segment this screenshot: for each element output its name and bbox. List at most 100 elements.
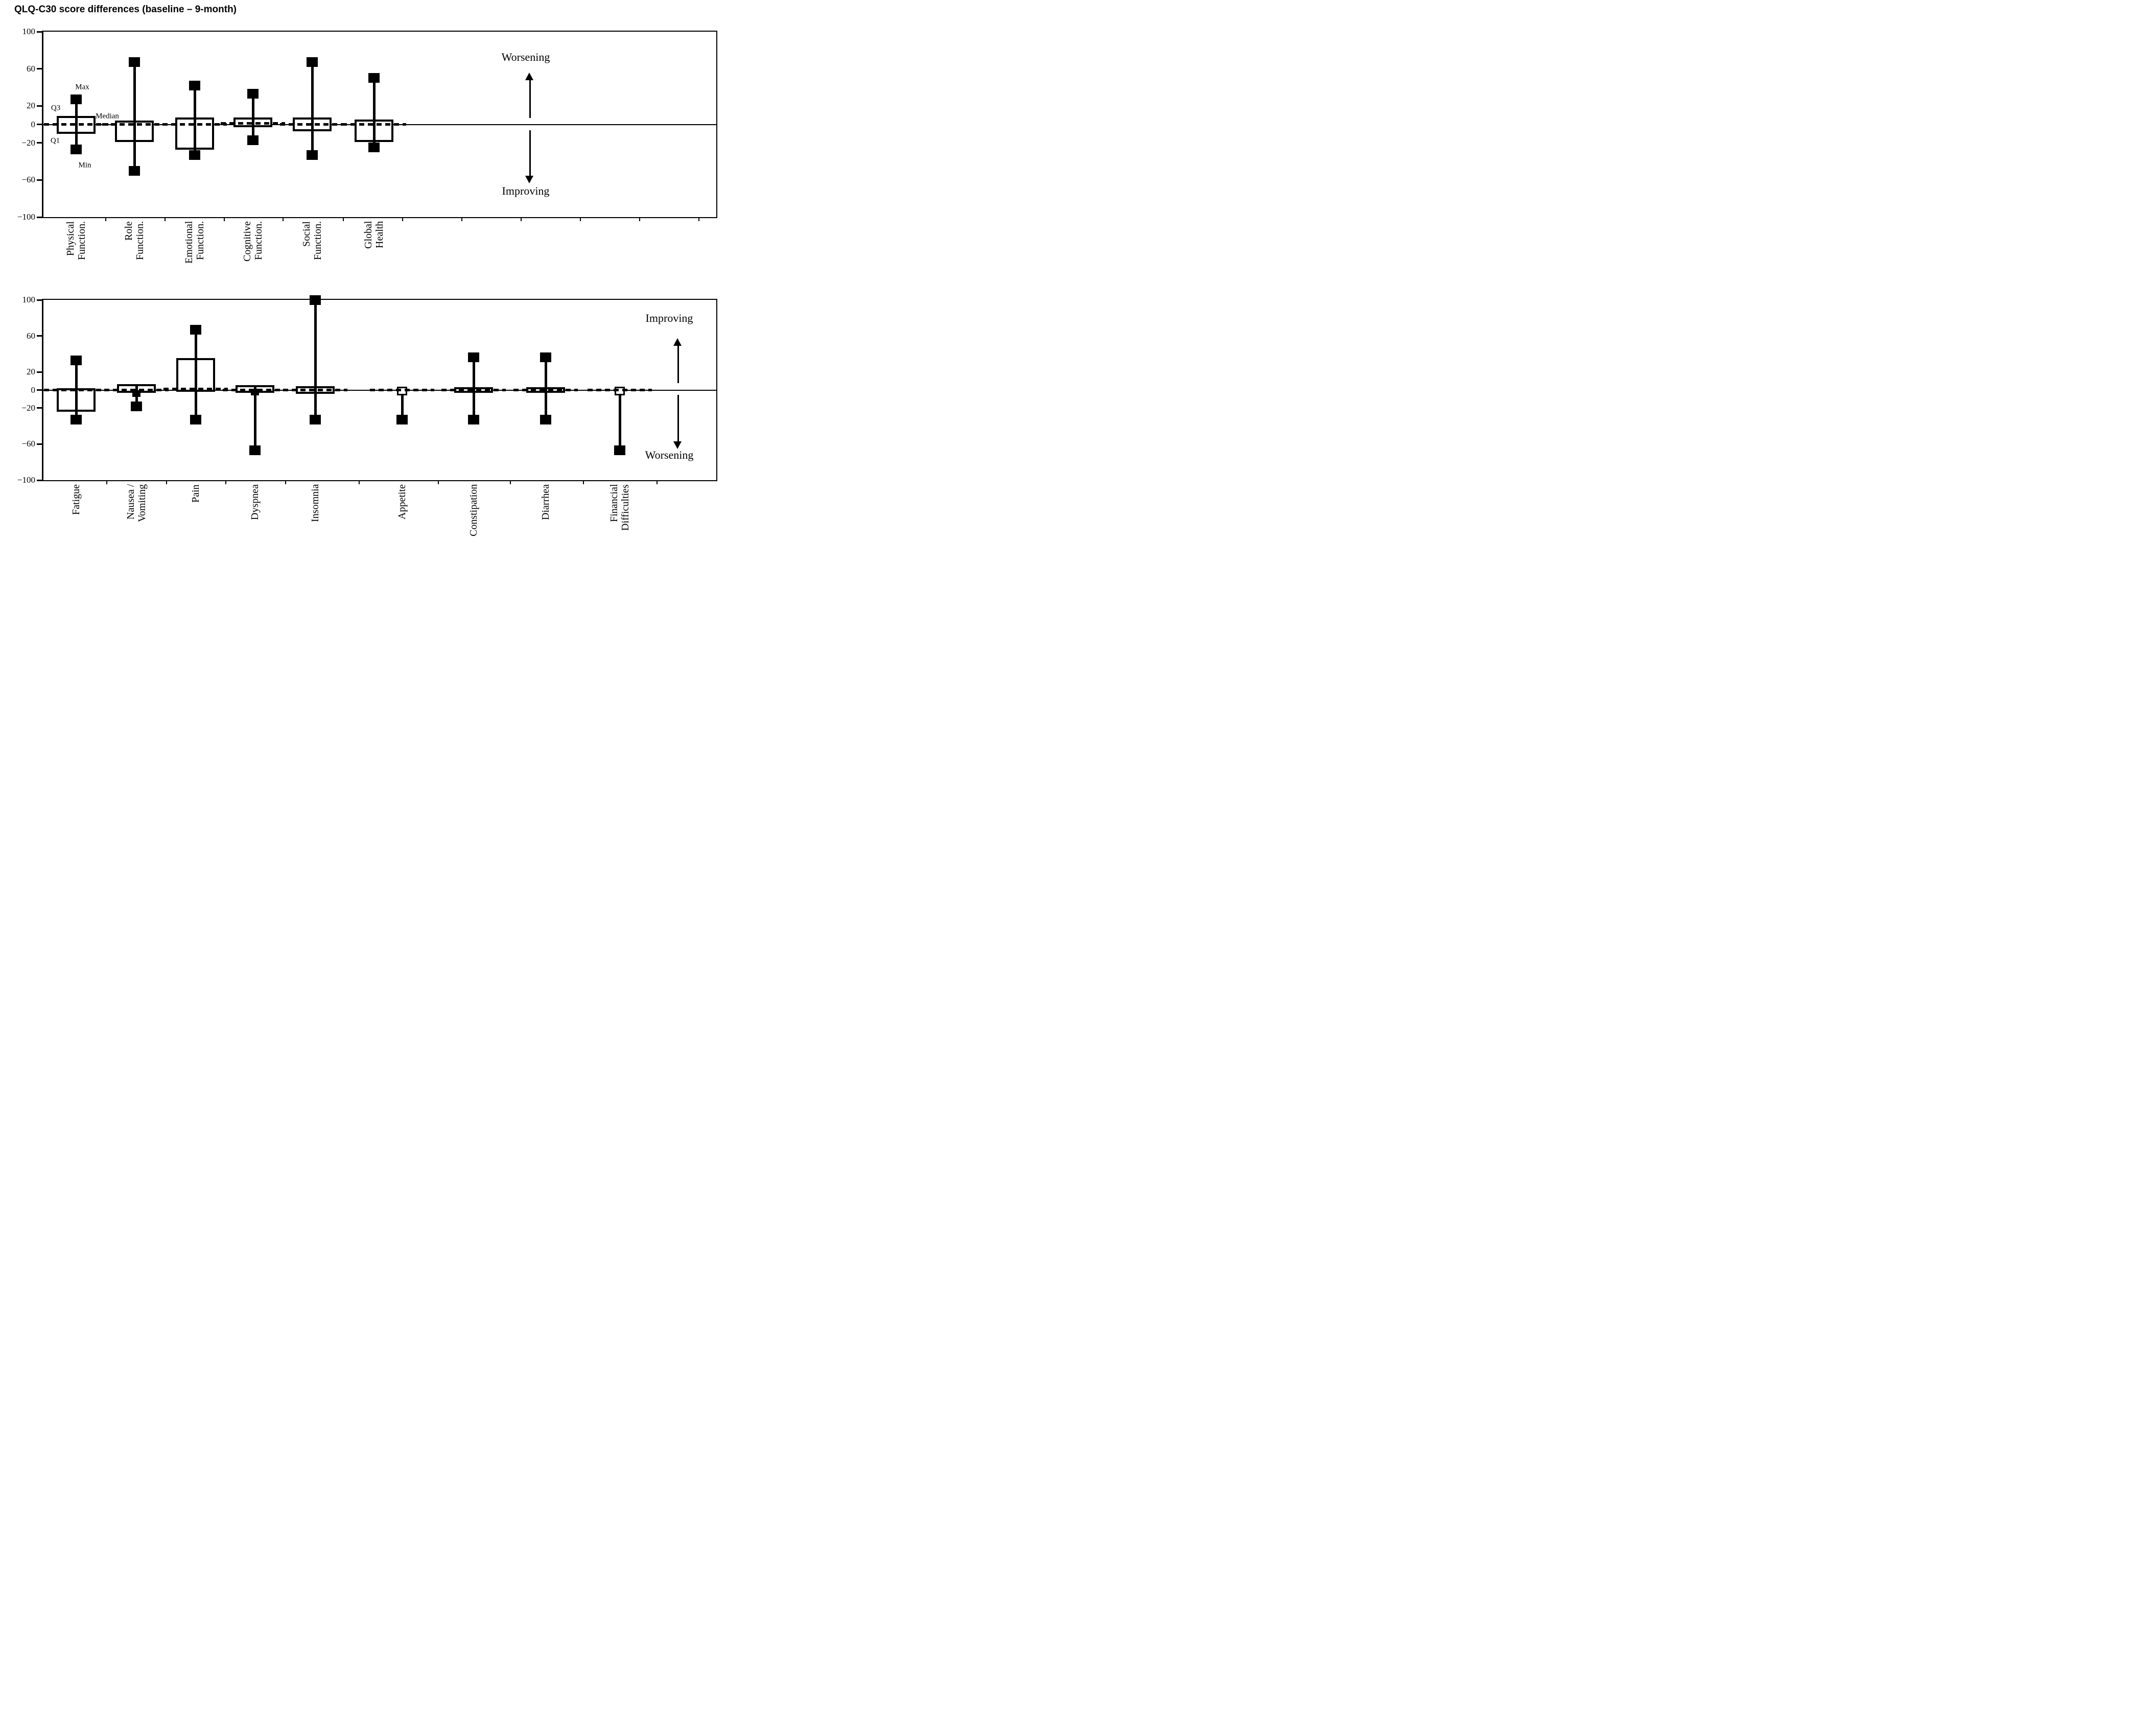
direction-up-label: Worsening [501,51,550,63]
x-tick [521,218,522,221]
x-tick [165,218,166,221]
figure-title: QLQ-C30 score differences (baseline – 9-… [14,4,237,15]
y-tick-label: 100 [22,295,36,304]
y-tick-label: 100 [22,27,36,36]
y-tick [37,389,42,391]
x-tick [106,481,107,484]
stat-label-max: Max [75,83,89,91]
max-marker [71,94,82,104]
y-tick-label: −100 [17,212,35,222]
whisker [193,85,196,155]
x-tick [402,218,403,221]
y-tick [37,443,42,445]
max-marker [310,295,321,305]
y-tick [37,299,42,301]
min-marker [71,415,82,425]
x-tick [224,218,225,221]
median-line [163,388,228,391]
x-category-label: Physical Function. [65,221,87,261]
max-marker [71,355,82,365]
y-tick-label: −20 [21,137,35,148]
whisker [372,78,376,148]
direction-down-label: Worsening [645,449,694,461]
y-tick-label: 20 [27,101,35,111]
median-line [588,389,652,391]
whisker [253,387,256,451]
min-marker [247,135,259,145]
whisker [133,62,136,171]
x-category-label: Nausea / Vomiting [125,484,148,523]
max-marker [129,57,140,67]
x-category-label: Pain [190,484,201,503]
down-arrow-line [529,130,531,176]
x-tick [639,218,640,221]
x-category-label: Social Function. [301,221,323,261]
y-tick-label: −60 [21,439,35,449]
y-tick [37,68,42,70]
x-category-label: Fatigue [71,484,82,515]
y-tick-label: −100 [17,475,35,485]
min-marker [249,445,261,456]
x-tick [461,218,462,221]
min-marker [71,145,82,154]
y-tick [37,142,42,144]
max-marker [132,390,140,397]
min-marker [131,401,142,411]
median-line [441,389,506,391]
whisker [194,329,197,420]
x-tick [698,218,699,221]
median-line [162,123,227,126]
up-arrow-head [673,338,682,346]
min-marker [189,150,200,160]
down-arrow-head [525,176,533,183]
median-line [370,389,434,391]
median-line [283,389,347,391]
max-marker [307,57,318,67]
y-tick-label: −60 [21,175,35,185]
x-category-label: Diarrhea [540,484,551,520]
median-line [44,123,108,126]
whisker [618,388,621,451]
min-marker [468,415,479,425]
stat-label-min: Min [78,161,91,170]
y-tick-label: 0 [31,119,36,129]
x-tick [438,481,439,484]
min-marker [540,415,551,425]
x-tick [657,481,658,484]
down-arrow-head [673,441,682,449]
x-category-label: Appetite [396,484,408,520]
y-tick [37,105,42,107]
median-line [104,389,169,391]
x-category-label: Insomnia [310,484,321,523]
x-category-label: Role Function. [123,221,146,261]
y-tick [37,407,42,409]
y-tick [37,479,42,481]
x-tick [285,481,286,484]
min-marker [190,415,201,425]
up-arrow-line [677,345,679,383]
x-tick [510,481,511,484]
y-tick-label: 60 [27,63,35,74]
max-marker [540,352,551,363]
stat-label-q3: Q3 [51,104,61,112]
direction-up-label: Improving [645,312,693,324]
y-tick [37,179,42,181]
y-tick-label: 0 [31,385,36,395]
whisker [401,388,404,420]
whisker [544,357,547,420]
max-marker [247,89,259,99]
x-category-label: Constipation [468,484,479,537]
x-category-label: Global Health [363,221,385,249]
y-tick [37,335,42,337]
x-tick [166,481,167,484]
min-marker [307,150,318,160]
y-tick-label: 60 [27,331,35,341]
stat-label-median: Median [96,112,119,121]
min-marker [396,415,408,425]
x-tick [580,218,581,221]
median-line [280,123,344,126]
y-tick [37,216,42,218]
whisker [472,357,475,420]
whisker [314,300,317,420]
y-tick [37,371,42,373]
